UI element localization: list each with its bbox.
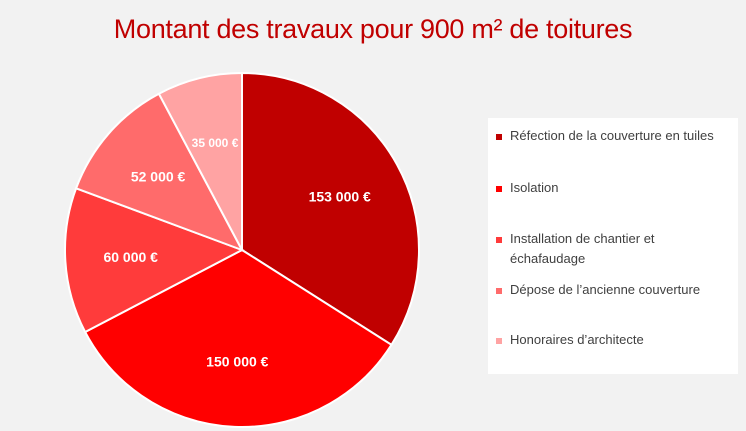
chart-title: Montant des travaux pour 900 m² de toitu… bbox=[113, 14, 633, 44]
data-label-isolation: 150 000 € bbox=[206, 353, 268, 369]
legend-item-honoraires: Honoraires d’architecte bbox=[496, 330, 732, 350]
data-label-installation: 60 000 € bbox=[103, 249, 158, 265]
chart-legend: Réfection de la couverture en tuiles Iso… bbox=[488, 118, 738, 374]
legend-item-isolation: Isolation bbox=[496, 178, 732, 198]
legend-swatch-installation bbox=[496, 237, 502, 243]
data-label-refection: 153 000 € bbox=[309, 188, 371, 204]
pie-slice-refection bbox=[241, 71, 420, 347]
pie-slice-installation bbox=[64, 187, 245, 334]
legend-label-refection: Réfection de la couverture en tuiles bbox=[510, 128, 714, 143]
legend-item-refection: Réfection de la couverture en tuiles bbox=[496, 126, 732, 146]
legend-swatch-refection bbox=[496, 134, 502, 140]
pie-slice-depose bbox=[74, 92, 245, 252]
data-label-depose: 52 000 € bbox=[131, 169, 186, 185]
legend-item-depose: Dépose de l’ancienne couverture bbox=[496, 280, 732, 300]
legend-swatch-honoraires bbox=[496, 338, 502, 344]
legend-label-honoraires: Honoraires d’architecte bbox=[510, 332, 644, 347]
legend-swatch-depose bbox=[496, 288, 502, 294]
legend-item-installation: Installation de chantier et échafaudage bbox=[496, 229, 732, 269]
legend-label-installation: Installation de chantier et échafaudage bbox=[510, 231, 655, 266]
legend-label-depose: Dépose de l’ancienne couverture bbox=[510, 282, 701, 297]
pie-slice-honoraires bbox=[157, 71, 243, 251]
legend-label-isolation: Isolation bbox=[510, 180, 559, 195]
data-label-honoraires: 35 000 € bbox=[192, 136, 239, 150]
pie-slice-isolation bbox=[83, 248, 393, 428]
legend-swatch-isolation bbox=[496, 186, 502, 192]
